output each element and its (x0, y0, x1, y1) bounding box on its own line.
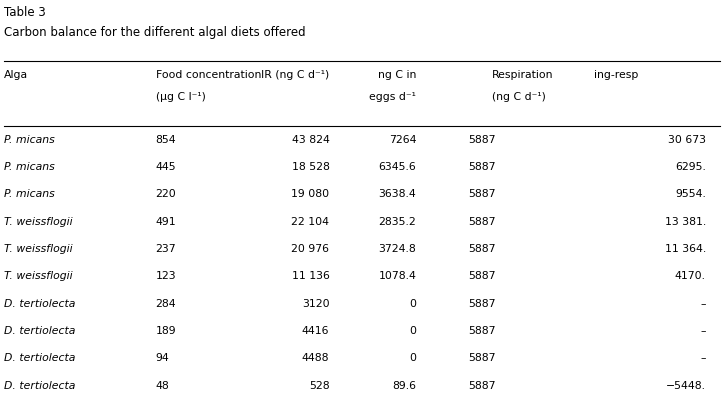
Text: 0: 0 (409, 352, 416, 363)
Text: T. weissflogii: T. weissflogii (4, 271, 72, 281)
Text: 43 824: 43 824 (292, 134, 329, 144)
Text: 0: 0 (409, 298, 416, 308)
Text: 854: 854 (156, 134, 176, 144)
Text: 284: 284 (156, 298, 176, 308)
Text: 13 381.: 13 381. (665, 216, 706, 226)
Text: 3638.4: 3638.4 (379, 189, 416, 199)
Text: ing-resp: ing-resp (594, 70, 638, 80)
Text: 1078.4: 1078.4 (379, 271, 416, 281)
Text: Respiration: Respiration (492, 70, 554, 80)
Text: −5448.: −5448. (666, 380, 706, 390)
Text: 11 136: 11 136 (292, 271, 329, 281)
Text: Carbon balance for the different algal diets offered: Carbon balance for the different algal d… (4, 26, 306, 39)
Text: 48: 48 (156, 380, 169, 390)
Text: 4488: 4488 (302, 352, 329, 363)
Text: 18 528: 18 528 (292, 162, 329, 172)
Text: eggs d⁻¹: eggs d⁻¹ (369, 92, 416, 102)
Text: 3724.8: 3724.8 (379, 243, 416, 253)
Text: D. tertiolecta: D. tertiolecta (4, 352, 75, 363)
Text: P. micans: P. micans (4, 162, 54, 172)
Text: –: – (700, 352, 706, 363)
Text: –: – (700, 325, 706, 335)
Text: 20 976: 20 976 (292, 243, 329, 253)
Text: 94: 94 (156, 352, 169, 363)
Text: 220: 220 (156, 189, 177, 199)
Text: 5887: 5887 (468, 243, 496, 253)
Text: 7264: 7264 (389, 134, 416, 144)
Text: IR (ng C d⁻¹): IR (ng C d⁻¹) (261, 70, 329, 80)
Text: 5887: 5887 (468, 162, 496, 172)
Text: Food concentration: Food concentration (156, 70, 261, 80)
Text: 5887: 5887 (468, 352, 496, 363)
Text: 445: 445 (156, 162, 176, 172)
Text: (ng C d⁻¹): (ng C d⁻¹) (492, 92, 546, 102)
Text: Alga: Alga (4, 70, 28, 80)
Text: P. micans: P. micans (4, 134, 54, 144)
Text: D. tertiolecta: D. tertiolecta (4, 380, 75, 390)
Text: ng C in: ng C in (378, 70, 416, 80)
Text: D. tertiolecta: D. tertiolecta (4, 325, 75, 335)
Text: 123: 123 (156, 271, 176, 281)
Text: (μg C l⁻¹): (μg C l⁻¹) (156, 92, 206, 102)
Text: D. tertiolecta: D. tertiolecta (4, 298, 75, 308)
Text: 237: 237 (156, 243, 176, 253)
Text: P. micans: P. micans (4, 189, 54, 199)
Text: 189: 189 (156, 325, 176, 335)
Text: 6345.6: 6345.6 (379, 162, 416, 172)
Text: 5887: 5887 (468, 134, 496, 144)
Text: 30 673: 30 673 (668, 134, 706, 144)
Text: 528: 528 (309, 380, 329, 390)
Text: 22 104: 22 104 (292, 216, 329, 226)
Text: 0: 0 (409, 325, 416, 335)
Text: 5887: 5887 (468, 380, 496, 390)
Text: 4170.: 4170. (675, 271, 706, 281)
Text: 89.6: 89.6 (392, 380, 416, 390)
Text: –: – (700, 298, 706, 308)
Text: 5887: 5887 (468, 271, 496, 281)
Text: 2835.2: 2835.2 (379, 216, 416, 226)
Text: 5887: 5887 (468, 189, 496, 199)
Text: 3120: 3120 (302, 298, 329, 308)
Text: 19 080: 19 080 (291, 189, 329, 199)
Text: 5887: 5887 (468, 325, 496, 335)
Text: Table 3: Table 3 (4, 6, 46, 19)
Text: 491: 491 (156, 216, 176, 226)
Text: 4416: 4416 (302, 325, 329, 335)
Text: 9554.: 9554. (675, 189, 706, 199)
Text: T. weissflogii: T. weissflogii (4, 243, 72, 253)
Text: 5887: 5887 (468, 298, 496, 308)
Text: T. weissflogii: T. weissflogii (4, 216, 72, 226)
Text: 6295.: 6295. (675, 162, 706, 172)
Text: 11 364.: 11 364. (665, 243, 706, 253)
Text: 5887: 5887 (468, 216, 496, 226)
